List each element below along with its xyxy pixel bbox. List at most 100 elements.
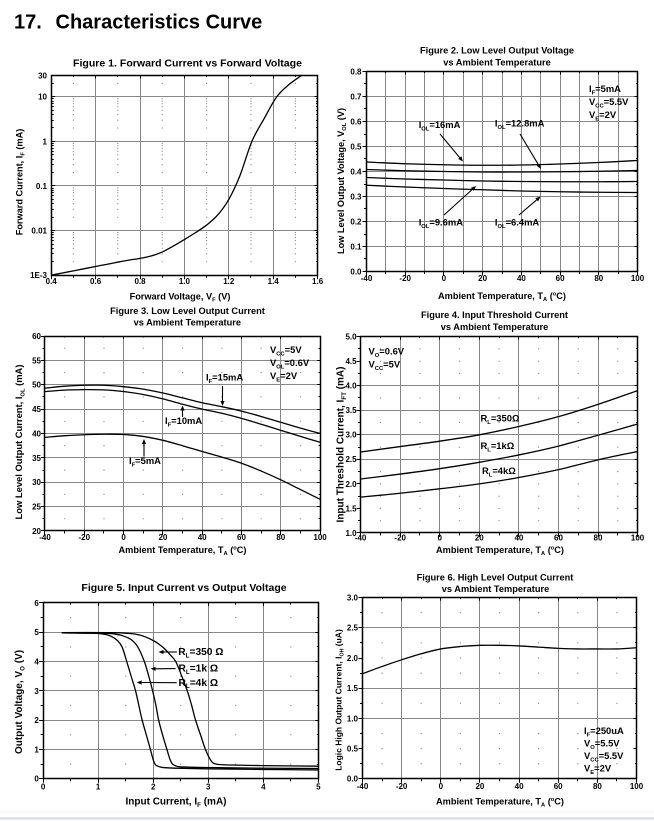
svg-text:60: 60 <box>554 534 563 543</box>
svg-text:50: 50 <box>32 381 41 390</box>
svg-text:4.5: 4.5 <box>345 357 357 366</box>
svg-text:1.4: 1.4 <box>268 277 280 286</box>
svg-text:RL​=350 Ω: RL​=350 Ω <box>178 647 223 659</box>
svg-text:40: 40 <box>514 534 523 543</box>
svg-text:0.6: 0.6 <box>350 117 362 126</box>
svg-text:RL​=4kΩ: RL​=4kΩ <box>482 465 516 478</box>
svg-text:2.5: 2.5 <box>347 624 359 633</box>
svg-text:Ambient Temperature, TA​ (o​C): Ambient Temperature, TA​ (o​C) <box>436 545 564 557</box>
svg-text:0: 0 <box>442 274 447 283</box>
svg-text:IOL​=6.4mA: IOL​=6.4mA <box>495 217 540 230</box>
svg-text:1.0: 1.0 <box>347 714 359 723</box>
svg-text:-20: -20 <box>396 782 408 791</box>
svg-text:0.8: 0.8 <box>134 277 146 286</box>
svg-text:0.8: 0.8 <box>350 67 362 76</box>
svg-text:Input Current, IF​ (mA): Input Current, IF​ (mA) <box>125 797 226 809</box>
svg-text:0.5: 0.5 <box>347 745 359 754</box>
svg-text:0.6: 0.6 <box>90 277 102 286</box>
svg-text:Figure 3. Low Level Output Cur: Figure 3. Low Level Output Current <box>110 306 265 316</box>
svg-text:0: 0 <box>439 782 444 791</box>
svg-text:1.0: 1.0 <box>345 529 357 538</box>
svg-text:VCC​=5V: VCC​=5V <box>270 344 302 357</box>
svg-text:Figure 1. Forward Current vs F: Figure 1. Forward Current vs Forward Vol… <box>73 58 302 70</box>
svg-text:20: 20 <box>475 782 484 791</box>
svg-text:3.0: 3.0 <box>345 431 357 440</box>
svg-text:25: 25 <box>32 503 41 512</box>
svg-text:Input Threshold Current, IFT​: Input Threshold Current, IFT​ (mA) <box>336 367 348 523</box>
svg-text:3: 3 <box>206 783 211 792</box>
svg-text:60: 60 <box>32 332 41 341</box>
svg-text:vs Ambient Temperature: vs Ambient Temperature <box>441 322 548 332</box>
svg-text:-20: -20 <box>394 534 406 543</box>
svg-text:2.5: 2.5 <box>345 455 357 464</box>
svg-text:0.0: 0.0 <box>350 267 362 276</box>
svg-text:1: 1 <box>96 783 101 792</box>
svg-text:30: 30 <box>38 71 47 80</box>
svg-text:100: 100 <box>630 782 644 791</box>
svg-text:0: 0 <box>121 533 126 542</box>
svg-text:VOL​=0.6V: VOL​=0.6V <box>270 357 310 370</box>
svg-text:Ambient Temperature, TA​ (o​C): Ambient Temperature, TA​ (o​C) <box>436 797 564 809</box>
svg-text:3.5: 3.5 <box>345 406 357 415</box>
svg-text:3: 3 <box>34 687 39 696</box>
svg-text:80: 80 <box>594 534 603 543</box>
svg-text:Forward Current, IF​ (mA): Forward Current, IF​ (mA) <box>15 129 27 236</box>
svg-text:40: 40 <box>32 429 41 438</box>
svg-text:0.1: 0.1 <box>350 242 362 251</box>
svg-text:Figure 4. Input Threshold Curr: Figure 4. Input Threshold Current <box>421 310 568 320</box>
svg-text:4.0: 4.0 <box>345 382 357 391</box>
svg-text:-20: -20 <box>399 274 411 283</box>
svg-text:2: 2 <box>151 783 156 792</box>
svg-text:5.0: 5.0 <box>345 333 357 342</box>
svg-text:1.0: 1.0 <box>179 277 191 286</box>
svg-text:-40: -40 <box>355 534 367 543</box>
svg-text:0: 0 <box>41 783 46 792</box>
svg-text:Output Voltage, VO​ (V): Output Voltage, VO​ (V) <box>14 650 26 754</box>
svg-text:3.0: 3.0 <box>347 594 359 603</box>
svg-text:20: 20 <box>475 534 484 543</box>
svg-text:1.6: 1.6 <box>312 277 324 286</box>
svg-text:45: 45 <box>32 405 41 414</box>
svg-text:0: 0 <box>437 534 442 543</box>
svg-text:VO​=5.5V: VO​=5.5V <box>584 738 620 751</box>
svg-text:2.0: 2.0 <box>347 654 359 663</box>
svg-text:-40: -40 <box>361 274 373 283</box>
svg-text:IF​=5mA: IF​=5mA <box>589 83 621 96</box>
svg-text:IOL​=12.8mA: IOL​=12.8mA <box>495 118 545 131</box>
svg-text:VCC​=5.5V: VCC​=5.5V <box>589 96 629 109</box>
svg-text:vs Ambient Temperature: vs Ambient Temperature <box>442 584 549 594</box>
svg-text:40: 40 <box>515 782 524 791</box>
svg-text:0.01: 0.01 <box>31 227 47 236</box>
svg-text:Low Level Output Current, IOL​: Low Level Output Current, IOL​ (mA) <box>13 365 26 520</box>
svg-text:35: 35 <box>32 454 41 463</box>
svg-text:0.4: 0.4 <box>46 277 58 286</box>
svg-text:0.1: 0.1 <box>36 182 48 191</box>
svg-text:-20: -20 <box>79 533 91 542</box>
svg-text:Low Level Output Voltage, VOL​: Low Level Output Voltage, VOL​ (V) <box>336 108 348 254</box>
svg-text:IF​=15mA: IF​=15mA <box>206 372 243 385</box>
svg-text:20: 20 <box>478 274 487 283</box>
svg-text:vs Ambient Temperature: vs Ambient Temperature <box>134 318 241 328</box>
svg-text:0.2: 0.2 <box>350 217 362 226</box>
svg-text:40: 40 <box>517 274 526 283</box>
svg-text:0: 0 <box>34 775 39 784</box>
svg-text:1E-3: 1E-3 <box>30 271 47 280</box>
svg-text:VCC​=5V: VCC​=5V <box>369 359 401 372</box>
svg-text:17.: 17. <box>14 12 42 34</box>
svg-text:4: 4 <box>261 783 266 792</box>
svg-text:0.0: 0.0 <box>347 775 359 784</box>
svg-text:4: 4 <box>34 658 39 667</box>
svg-text:0.5: 0.5 <box>350 142 362 151</box>
svg-text:30: 30 <box>32 478 41 487</box>
svg-text:80: 80 <box>276 533 285 542</box>
svg-text:Figure 6. High Level Output Cu: Figure 6. High Level Output Current <box>417 572 574 582</box>
svg-text:-40: -40 <box>39 533 51 542</box>
svg-text:1: 1 <box>34 745 39 754</box>
svg-text:IOL​=9.6mA: IOL​=9.6mA <box>419 217 464 230</box>
svg-text:0.4: 0.4 <box>350 167 362 176</box>
svg-text:1.5: 1.5 <box>345 504 357 513</box>
svg-text:20: 20 <box>32 527 41 536</box>
svg-text:100: 100 <box>631 534 645 543</box>
svg-text:1: 1 <box>43 137 48 146</box>
svg-text:Figure 2. Low Level Output Vol: Figure 2. Low Level Output Voltage <box>420 46 574 56</box>
